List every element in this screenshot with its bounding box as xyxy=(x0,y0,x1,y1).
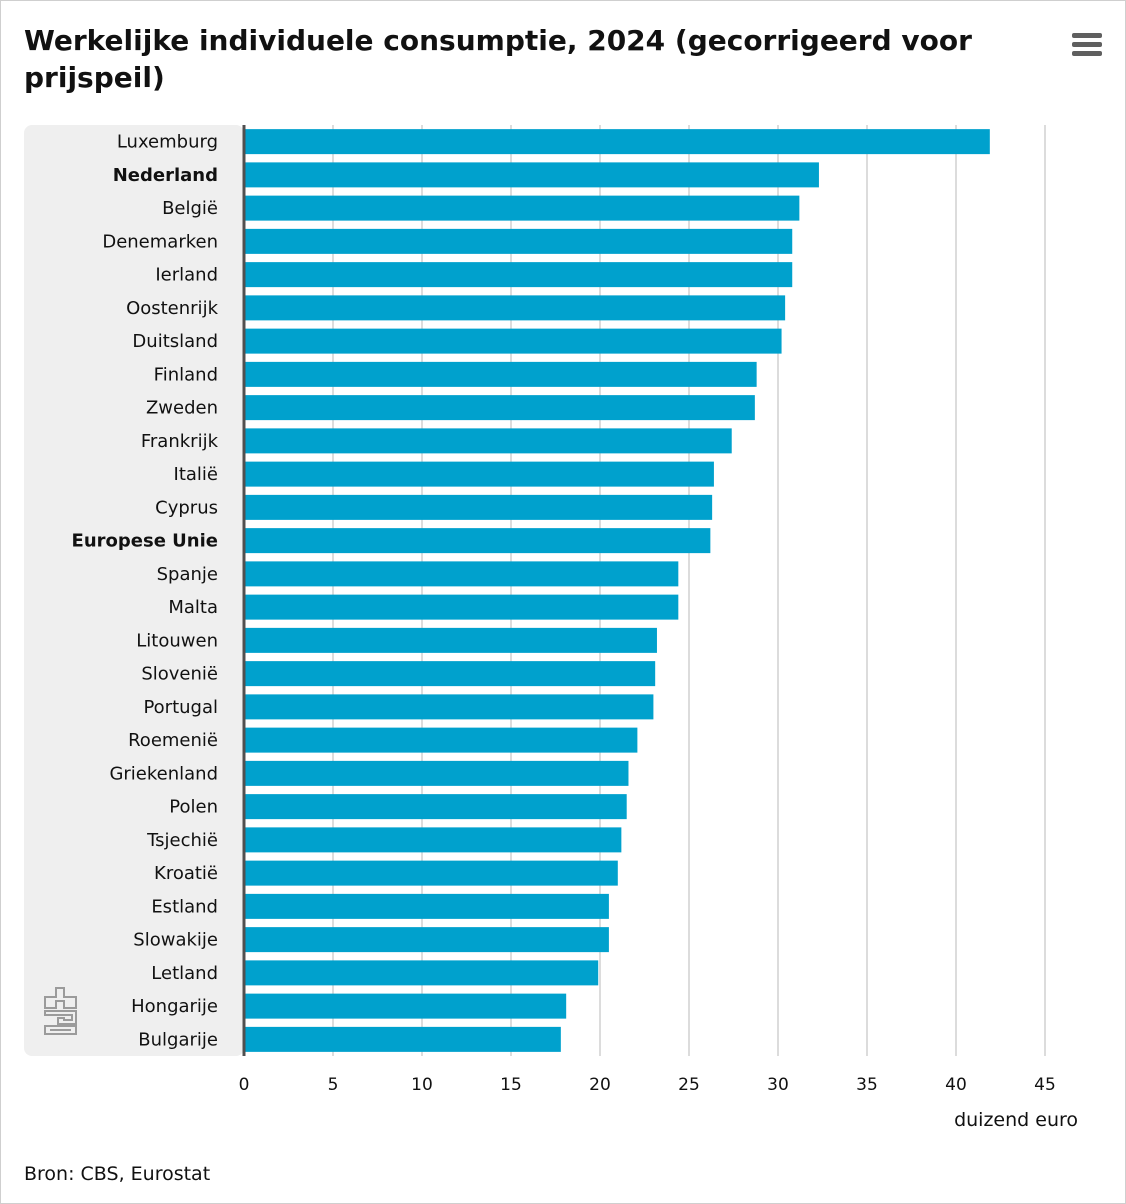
hamburger-menu-icon[interactable] xyxy=(1066,30,1106,60)
x-tick-label: 40 xyxy=(945,1075,967,1095)
category-label: Denemarken xyxy=(102,231,218,252)
bar-kroati-[interactable] xyxy=(244,860,618,886)
bar-slowakije[interactable] xyxy=(244,927,609,953)
category-label: Frankrijk xyxy=(141,431,219,452)
bar-zweden[interactable] xyxy=(244,395,755,421)
category-label: Duitsland xyxy=(132,331,218,352)
bar-frankrijk[interactable] xyxy=(244,428,732,454)
bar-finland[interactable] xyxy=(244,361,757,387)
category-label: Kroatië xyxy=(154,863,218,884)
bar-roemeni-[interactable] xyxy=(244,727,638,753)
bar-malta[interactable] xyxy=(244,594,679,620)
bar-denemarken[interactable] xyxy=(244,228,793,254)
menu-line xyxy=(1072,51,1102,56)
category-label-panel xyxy=(24,125,244,1056)
bar-letland[interactable] xyxy=(244,960,599,986)
x-axis-title: duizend euro xyxy=(954,1109,1078,1131)
category-label: Ierland xyxy=(155,265,218,286)
category-label: Zweden xyxy=(146,398,218,419)
bar-luxemburg[interactable] xyxy=(244,129,990,155)
category-label: Griekenland xyxy=(109,763,218,784)
category-label: Nederland xyxy=(113,165,218,186)
x-tick-label: 5 xyxy=(328,1075,339,1095)
bar-estland[interactable] xyxy=(244,893,609,919)
x-tick-label: 0 xyxy=(239,1075,250,1095)
category-label: Finland xyxy=(154,364,218,385)
category-labels: Luxemburg Nederland België Denemarken Ierlan… xyxy=(72,132,219,1051)
category-label: Hongarije xyxy=(131,996,218,1017)
menu-line xyxy=(1072,42,1102,47)
bar-oostenrijk[interactable] xyxy=(244,295,786,321)
bar-hongarije[interactable] xyxy=(244,993,567,1019)
bar-europese-unie[interactable] xyxy=(244,528,711,554)
bars xyxy=(244,129,990,1052)
category-label: Tsjechië xyxy=(146,830,218,851)
x-tick-label: 10 xyxy=(411,1075,433,1095)
menu-line xyxy=(1072,33,1102,38)
x-axis-ticks: 0 5 10 15 20 25 30 35 40 45 xyxy=(239,1075,1056,1095)
category-label: Estland xyxy=(151,896,218,917)
category-label: Cyprus xyxy=(155,497,218,518)
category-label: Portugal xyxy=(143,697,218,718)
cbs-logo-icon: cbs xyxy=(44,987,77,1035)
category-label: Litouwen xyxy=(136,630,218,651)
category-label: Bulgarije xyxy=(138,1029,218,1050)
x-tick-label: 20 xyxy=(589,1075,611,1095)
category-label: Europese Unie xyxy=(72,531,218,552)
bar-ierland[interactable] xyxy=(244,262,793,288)
logo-text: cbs xyxy=(65,994,67,996)
category-label: Polen xyxy=(169,797,218,818)
x-tick-label: 15 xyxy=(500,1075,522,1095)
bar-litouwen[interactable] xyxy=(244,627,657,653)
category-label: Slovenië xyxy=(141,664,218,685)
x-tick-label: 25 xyxy=(678,1075,700,1095)
category-label: Italië xyxy=(174,464,218,485)
category-label: Letland xyxy=(151,963,218,984)
category-label: Oostenrijk xyxy=(126,298,219,319)
bar-itali-[interactable] xyxy=(244,461,714,487)
x-tick-label: 45 xyxy=(1034,1075,1056,1095)
bar-sloveni-[interactable] xyxy=(244,661,656,687)
bar-spanje[interactable] xyxy=(244,561,679,587)
x-tick-label: 35 xyxy=(856,1075,878,1095)
bar-bulgarije[interactable] xyxy=(244,1026,561,1052)
bar-belgi-[interactable] xyxy=(244,195,800,221)
category-label: Slowakije xyxy=(133,930,218,951)
category-label: Spanje xyxy=(157,564,218,585)
bar-cyprus[interactable] xyxy=(244,494,713,520)
bar-duitsland[interactable] xyxy=(244,328,782,354)
bar-tsjechi-[interactable] xyxy=(244,827,622,853)
category-label: Luxemburg xyxy=(117,132,218,153)
category-label: Malta xyxy=(168,597,218,618)
bar-polen[interactable] xyxy=(244,794,627,820)
bar-griekenland[interactable] xyxy=(244,760,629,786)
chart-title: Werkelijke individuele consumptie, 2024 … xyxy=(24,24,972,94)
x-tick-label: 30 xyxy=(767,1075,789,1095)
bar-nederland[interactable] xyxy=(244,162,819,188)
category-label: België xyxy=(162,198,218,219)
source-note: Bron: CBS, Eurostat xyxy=(24,1163,211,1185)
bar-portugal[interactable] xyxy=(244,694,654,720)
category-label: Roemenië xyxy=(128,730,218,751)
